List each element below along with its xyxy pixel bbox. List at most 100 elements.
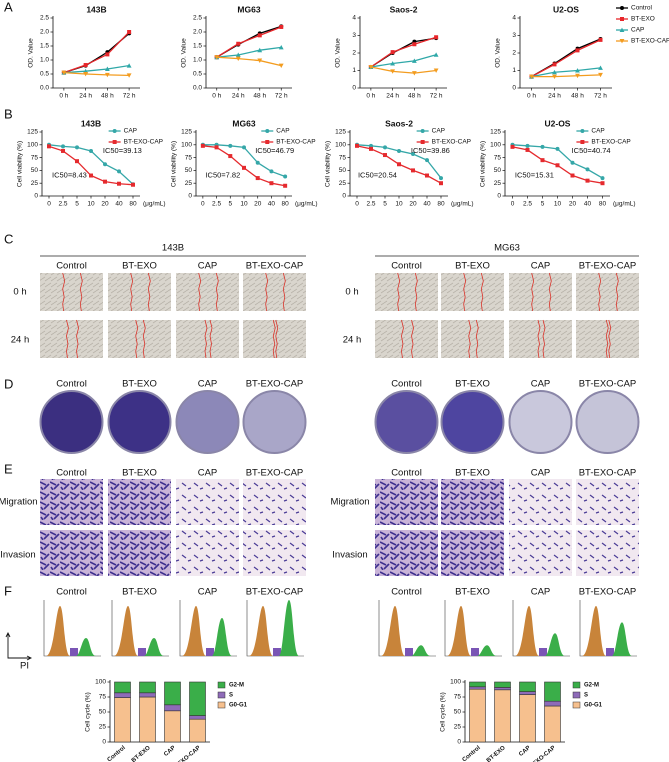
marker (412, 42, 417, 47)
marker (434, 35, 439, 40)
marker (127, 30, 132, 34)
y-tick-label: 3 (352, 32, 356, 39)
flow-g2-peak (212, 618, 232, 656)
bar-segment (164, 681, 181, 706)
y-tick-label: 0 (497, 193, 501, 200)
legend-label: G0-G1 (229, 703, 248, 709)
wound-edge (147, 272, 151, 312)
x-tick-label: 10 (240, 201, 248, 208)
x-tick-label: Control (107, 745, 127, 762)
series-line (63, 31, 130, 74)
chart-title: MG63 (237, 4, 260, 14)
flow-s-phase (471, 648, 479, 656)
marker (117, 181, 121, 186)
x-tick-label: 48 h (101, 93, 114, 100)
x-tick-label: 48 h (408, 93, 421, 100)
colony-dish (242, 390, 307, 454)
group-label: BT-EXO (122, 379, 157, 390)
legend-label: CAP (631, 27, 644, 34)
marker (620, 6, 624, 10)
bar-segment (544, 681, 561, 702)
flow-g1-peak (182, 606, 206, 656)
y-tick-label: 0 (352, 85, 356, 92)
marker (555, 163, 560, 168)
y-tick-label: 125 (490, 129, 501, 136)
y-tick-label: 50 (339, 167, 347, 174)
ic50-label: IC50=7.82 (205, 171, 240, 180)
series-line (63, 64, 130, 74)
y-tick-label: 1.5 (40, 43, 49, 50)
series-line (370, 66, 437, 74)
marker (525, 143, 530, 148)
marker (368, 65, 374, 70)
marker (255, 176, 260, 181)
marker (257, 33, 262, 38)
wound-edge (615, 272, 619, 312)
legend-label: BT-EXO-CAP (432, 139, 471, 146)
marker (257, 58, 263, 63)
wound-edge (142, 319, 146, 359)
group-label: BT-EXO (455, 587, 490, 598)
flow-g1-peak (381, 606, 405, 656)
marker (235, 56, 241, 61)
y-tick-label: 25 (339, 180, 347, 187)
chart-title: Saos-2 (385, 118, 413, 128)
legend-label: BT-EXO-CAP (631, 38, 669, 45)
transwell-image (108, 479, 171, 525)
x-tick-label: CAP (163, 745, 177, 758)
group-label: CAP (198, 587, 218, 598)
legend-label: S (584, 693, 588, 699)
transwell-image (509, 530, 572, 576)
row-label: 24 h (343, 335, 362, 346)
y-tick-label: 25 (185, 180, 193, 187)
y-tick-label: 75 (339, 154, 347, 161)
panel-letter: D (4, 376, 13, 391)
bar-segment (189, 715, 206, 720)
group-label: Control (56, 468, 87, 479)
wound-edge (215, 272, 219, 312)
transwell-image (40, 530, 103, 576)
marker (278, 63, 284, 68)
bar-segment (469, 688, 486, 743)
ic50-label: IC50=39.13 (103, 146, 142, 155)
wound-edge (204, 319, 208, 359)
colony-dish (175, 390, 240, 454)
wound-edge (468, 319, 472, 359)
wound-edge (209, 319, 213, 359)
y-axis-label: OD. Value (495, 38, 502, 68)
x-unit: (μg/mL) (143, 201, 166, 208)
series-line (531, 67, 601, 78)
y-tick-label: 0.0 (40, 85, 49, 92)
flow-g1-peak (582, 606, 606, 656)
marker (236, 41, 241, 46)
legend-swatch (572, 691, 581, 699)
y-tick-label: 25 (494, 180, 502, 187)
marker (397, 162, 401, 167)
bar-segment (519, 694, 536, 743)
marker (580, 129, 585, 133)
scratch-image (176, 273, 239, 311)
marker (620, 17, 624, 21)
marker (89, 148, 93, 153)
panel-letter: C (4, 231, 13, 246)
bar-segment (139, 692, 156, 698)
transwell-image (176, 479, 239, 525)
colony-dish (107, 390, 172, 454)
marker (228, 154, 233, 159)
marker (390, 50, 395, 55)
bar-segment (114, 697, 131, 743)
group-label: CAP (531, 379, 551, 390)
x-tick-label: 72 h (275, 93, 288, 100)
y-tick-label: 0.0 (193, 85, 202, 92)
scratch-image (375, 273, 438, 311)
marker (265, 129, 270, 133)
bar-segment (519, 691, 536, 695)
y-tick-label: 4 (352, 15, 356, 22)
panel-letter: B (4, 106, 13, 121)
colony-dish (575, 390, 640, 454)
x-tick-label: 40 (115, 201, 123, 208)
y-tick-label: 100 (335, 142, 346, 149)
x-tick-label: 20 (569, 201, 577, 208)
x-tick-label: 2.5 (523, 201, 532, 208)
